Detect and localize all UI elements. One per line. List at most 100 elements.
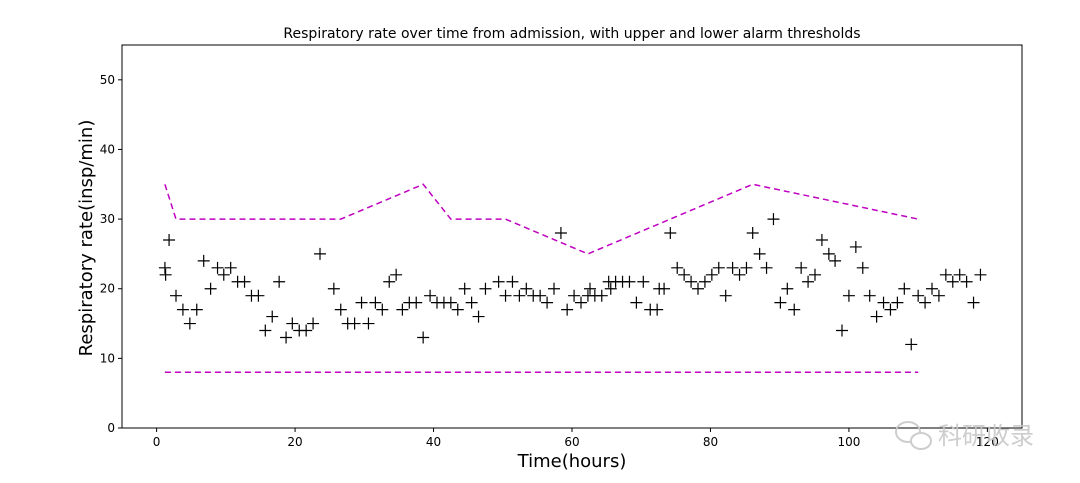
data-point xyxy=(300,324,313,337)
data-point xyxy=(719,289,732,302)
data-point xyxy=(926,282,938,295)
data-point xyxy=(678,268,691,281)
data-point xyxy=(163,233,176,246)
data-point xyxy=(499,289,512,302)
data-point xyxy=(698,275,711,288)
data-point xyxy=(266,310,279,323)
data-point xyxy=(760,261,773,274)
data-point xyxy=(746,227,759,240)
threshold-line xyxy=(164,183,919,255)
data-point xyxy=(822,247,835,260)
y-tick-label: 30 xyxy=(100,212,115,226)
x-tick-label: 40 xyxy=(426,435,441,449)
data-point xyxy=(849,240,862,253)
data-points xyxy=(158,213,987,351)
data-point xyxy=(513,289,526,302)
data-point xyxy=(238,275,251,288)
data-point xyxy=(252,289,265,302)
data-point xyxy=(604,282,617,295)
data-point xyxy=(919,296,932,309)
x-tick-label: 20 xyxy=(287,435,302,449)
data-point xyxy=(658,282,671,295)
data-point xyxy=(774,296,787,309)
data-point xyxy=(630,296,643,309)
y-tick-label: 0 xyxy=(107,421,115,435)
x-axis-ticks: 0 20 40 60 80 100 120 xyxy=(153,428,999,449)
data-point xyxy=(692,282,704,295)
data-point xyxy=(554,227,567,240)
data-point xyxy=(561,303,574,316)
data-point xyxy=(712,261,725,274)
y-axis-ticks: 0 10 20 30 40 50 xyxy=(100,73,122,435)
data-point xyxy=(584,282,596,295)
y-tick-label: 50 xyxy=(100,73,115,87)
data-point xyxy=(863,289,876,302)
data-point xyxy=(534,289,547,302)
data-point xyxy=(809,268,821,281)
data-point xyxy=(939,268,952,281)
x-tick-label: 0 xyxy=(153,435,161,449)
data-point xyxy=(458,282,471,295)
data-point xyxy=(176,303,189,316)
data-point xyxy=(974,268,987,281)
data-point xyxy=(802,275,815,288)
data-point xyxy=(877,296,890,309)
data-point xyxy=(856,261,869,274)
data-point xyxy=(781,282,794,295)
chart-title: Respiratory rate over time from admissio… xyxy=(283,26,860,42)
data-point xyxy=(334,303,347,316)
data-point xyxy=(898,282,911,295)
data-point xyxy=(740,261,753,274)
data-point xyxy=(912,289,925,302)
data-point xyxy=(204,282,217,295)
wechat-icon xyxy=(895,421,932,450)
data-point xyxy=(753,247,766,260)
data-point xyxy=(829,254,842,267)
data-point xyxy=(472,310,485,323)
data-point xyxy=(451,303,464,316)
data-point xyxy=(651,303,664,316)
data-point xyxy=(217,268,230,281)
data-point xyxy=(541,296,554,309)
data-point xyxy=(286,317,299,330)
data-point xyxy=(376,303,389,316)
data-point xyxy=(280,331,293,344)
data-point xyxy=(685,275,698,288)
data-point xyxy=(492,275,505,288)
x-tick-label: 80 xyxy=(703,435,718,449)
data-point xyxy=(224,261,237,274)
data-point xyxy=(396,303,409,316)
data-point xyxy=(307,317,320,330)
data-point xyxy=(705,268,718,281)
data-point xyxy=(726,261,739,274)
data-point xyxy=(159,268,172,281)
data-point xyxy=(953,268,966,281)
data-point xyxy=(842,289,855,302)
data-point xyxy=(197,254,210,267)
data-point xyxy=(211,261,224,274)
data-point xyxy=(390,268,403,281)
y-tick-label: 10 xyxy=(100,351,115,365)
data-point xyxy=(410,296,423,309)
data-point xyxy=(870,310,883,323)
data-point xyxy=(314,247,326,260)
data-point xyxy=(795,261,808,274)
data-point xyxy=(788,303,801,316)
data-point xyxy=(259,324,272,337)
data-point xyxy=(595,289,608,302)
data-point xyxy=(946,275,959,288)
data-point xyxy=(520,282,533,295)
data-point xyxy=(905,338,918,351)
data-point xyxy=(369,296,382,309)
data-point xyxy=(424,289,437,302)
data-point xyxy=(506,275,519,288)
watermark-text: 科研收录 xyxy=(938,422,1034,450)
data-point xyxy=(273,275,286,288)
data-point xyxy=(170,289,182,302)
data-point xyxy=(465,296,478,309)
data-point xyxy=(637,275,650,288)
data-point xyxy=(960,275,973,288)
data-point xyxy=(836,324,848,337)
y-tick-label: 20 xyxy=(100,282,115,296)
